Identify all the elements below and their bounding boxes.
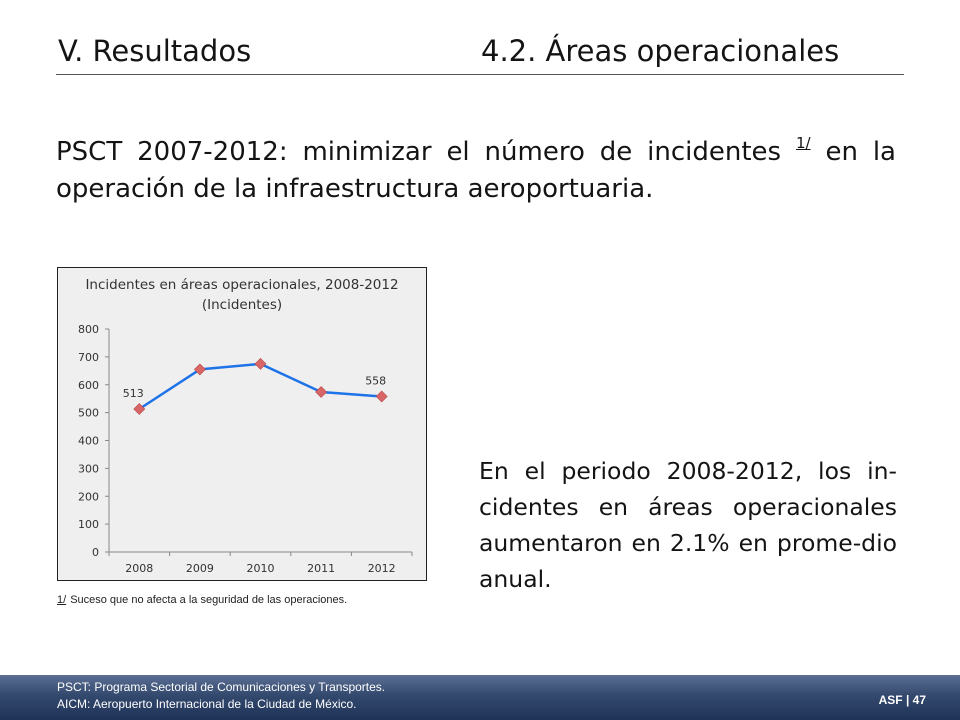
headline-text-before: PSCT 2007-2012: minimizar el número de i… [56, 137, 796, 167]
y-tick-label: 800 [78, 323, 99, 336]
headline: PSCT 2007-2012: minimizar el número de i… [56, 125, 896, 208]
subsection-title: 4.2. Áreas operacionales [481, 34, 840, 68]
y-tick-label: 100 [78, 518, 99, 531]
y-tick-label: 300 [78, 462, 99, 475]
footnote-text: Suceso que no afecta a la seguridad de l… [70, 594, 348, 606]
footer-note-aicm: AICM: Aeropuerto Internacional de la Ciu… [57, 697, 357, 711]
footnote-mark: 1/ [57, 594, 67, 606]
summary-paragraph: En el periodo 2008-2012, los in-cidentes… [479, 457, 897, 593]
header-divider [56, 74, 904, 75]
line-chart: Incidentes en áreas operacionales, 2008-… [78, 277, 413, 575]
data-point-marker [375, 390, 388, 403]
y-tick-label: 200 [78, 490, 99, 503]
section-title: V. Resultados [58, 34, 252, 68]
data-point-marker [254, 357, 267, 370]
footer-notes: PSCT: Programa Sectorial de Comunicacion… [57, 679, 385, 713]
footer-note-psct: PSCT: Programa Sectorial de Comunicacion… [57, 680, 386, 694]
page-number: ASF | 47 [878, 693, 926, 707]
y-tick-label: 500 [78, 407, 99, 420]
x-tick-label: 2010 [247, 562, 275, 575]
data-point-marker [193, 363, 206, 376]
y-tick-label: 0 [92, 546, 99, 559]
data-point-marker [133, 403, 146, 415]
x-tick-label: 2011 [307, 562, 335, 575]
chart-container: Incidentes en áreas operacionales, 2008-… [57, 267, 427, 581]
x-tick-label: 2008 [125, 562, 153, 575]
data-label: 558 [365, 374, 386, 387]
y-tick-label: 700 [78, 351, 99, 364]
data-label: 513 [123, 387, 144, 400]
chart-footnote: 1/Suceso que no afecta a la seguridad de… [57, 594, 347, 606]
x-tick-label: 2009 [186, 562, 214, 575]
data-point-marker [315, 386, 328, 398]
chart-subtitle: (Incidentes) [202, 297, 282, 313]
x-tick-label: 2012 [368, 562, 396, 575]
series-line [138, 362, 382, 411]
y-tick-label: 400 [78, 435, 99, 448]
headline-text-after: en la operación de la infraestructura ae… [56, 137, 896, 204]
y-tick-label: 600 [78, 379, 99, 392]
headline-footnote-ref: 1/ [795, 134, 811, 152]
chart-title: Incidentes en áreas operacionales, 2008-… [85, 277, 398, 293]
footer-bar [0, 675, 960, 720]
